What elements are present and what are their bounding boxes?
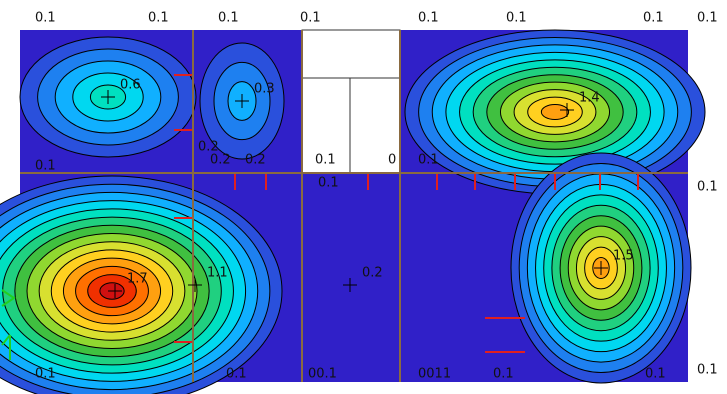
contour-label: 0.1 — [226, 367, 247, 382]
contour-label: 0.2 — [245, 153, 266, 168]
peak-label: 1.4 — [579, 91, 600, 106]
contour-label: 0.1 — [35, 159, 56, 174]
contour-label: 00.1 — [308, 367, 337, 382]
edge-label: 0.1 — [697, 180, 718, 195]
peak-marker — [188, 278, 202, 292]
edge-label: 0.1 — [418, 11, 439, 26]
red-markers — [174, 74, 639, 353]
contour-level — [540, 104, 570, 120]
peak-marker — [235, 94, 249, 108]
block-lines — [20, 30, 688, 382]
labels: 0.6 0.3 1.4 1.7 1.1 1.5 0.2 0.1 0.1 0.1 0.1 0.1 0.1 0… — [35, 11, 718, 382]
peak-marker — [101, 90, 115, 104]
edge-label: 0.1 — [218, 11, 239, 26]
contour-label: 0011 — [418, 367, 451, 382]
peak-marker — [108, 284, 122, 298]
contour-label: 0.1 — [645, 367, 666, 382]
peak-marker — [594, 261, 608, 275]
peak-marker — [560, 103, 574, 117]
contour-label: 0.1 — [315, 153, 336, 168]
edge-label: 0.1 — [148, 11, 169, 26]
edge-label: 0.1 — [697, 363, 718, 378]
peak-label: 0.2 — [362, 266, 383, 281]
contour-label: 0.1 — [418, 153, 439, 168]
peak-label: 1.7 — [127, 272, 148, 287]
contour-label: 0 — [388, 153, 396, 168]
edge-label: 0.1 — [300, 11, 321, 26]
edge-label: 0.1 — [506, 11, 527, 26]
empty-region — [301, 29, 401, 174]
edge-label: 0.1 — [643, 11, 664, 26]
peak-label: 0.3 — [254, 82, 275, 97]
contour-label: 0.2 — [198, 140, 219, 155]
contour-label: 0.1 — [318, 176, 339, 191]
edge-label: 0.1 — [697, 11, 718, 26]
peak-marker — [343, 278, 357, 292]
contour-label: 0.2 — [210, 153, 231, 168]
side-glyph — [1, 289, 16, 360]
peak-label: 1.5 — [613, 249, 634, 264]
contour-label: 0.1 — [35, 367, 56, 382]
contour-label: 0.1 — [493, 367, 514, 382]
peak-label: 0.6 — [120, 78, 141, 93]
peak-label: 1.1 — [207, 266, 228, 281]
edge-label: 0.1 — [35, 11, 56, 26]
